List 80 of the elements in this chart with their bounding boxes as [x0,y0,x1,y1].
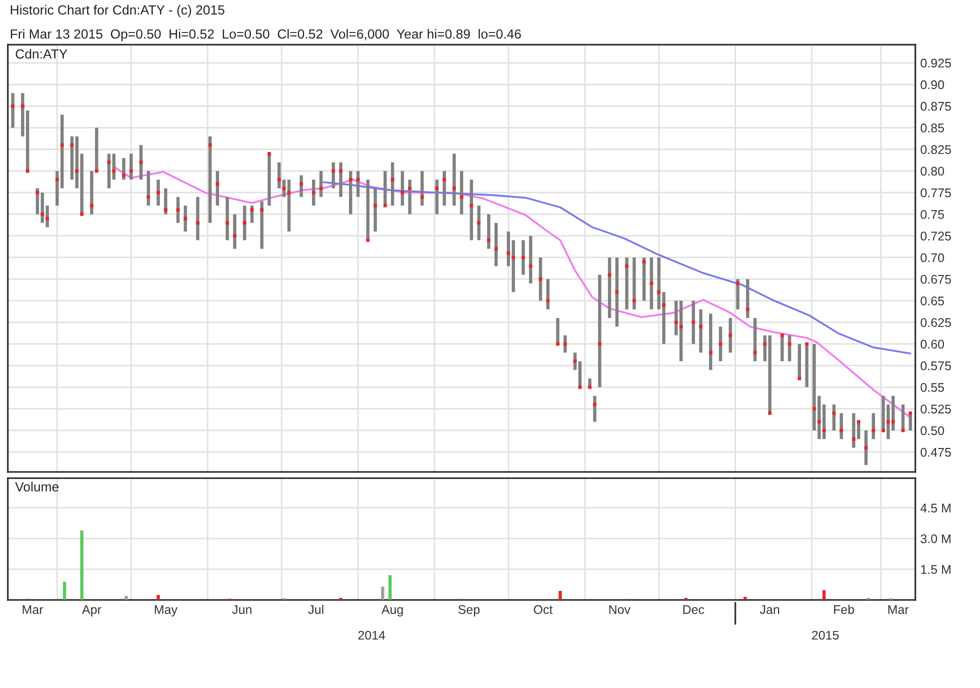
line-series [112,166,912,418]
y-tick-label: 0.875 [920,102,951,111]
bar [470,180,474,240]
y-tick-label: 3.0 M [920,534,950,544]
chart-title: Volume [15,482,59,492]
bar [780,335,784,362]
annotation: Cdn:ATY [16,48,68,59]
bar [679,300,683,362]
bar [558,590,562,600]
bar [625,257,628,310]
bar [260,201,264,249]
bar [156,595,160,600]
y-tick-label: 0.525 [920,404,951,414]
bar [632,257,636,310]
bar [650,257,654,310]
y-tick-label: 0.90 [920,80,944,90]
bar [226,196,229,240]
bar [408,180,412,214]
y-tick-label: 0.625 [920,318,951,327]
x-tick-label: Mar [888,605,909,614]
bar [744,596,747,600]
y-tick-label: 0.80 [920,166,944,176]
y-tick-label: 0.70 [920,253,944,262]
x-tick-label: Aug [381,605,403,616]
y-tick-label: 0.60 [920,340,944,349]
y-tick-label: 0.825 [920,145,951,154]
y-tick-label: 0.475 [920,448,951,457]
y-tick-label: 4.5 M [920,504,950,512]
bar [62,582,66,600]
x-tick-label: Jun [232,605,252,614]
bar [124,596,128,600]
text: 2014 [358,630,386,640]
bar [477,206,480,240]
line-series [322,181,912,354]
x-tick-label: Jan [760,605,780,614]
bar [598,274,602,388]
bar [718,326,722,362]
bar [822,590,826,600]
bar [374,188,377,232]
x-tick-label: Sep [458,605,480,616]
bar [615,257,619,327]
bar [70,136,74,180]
x-tick-label: Jul [308,604,324,614]
chart-subtitle: Fri Mar 13 2015 Op=0.50 Hi=0.52 Lo=0.50 Cl=0.52 Vol=6,000 Year hi=0.89 lo=0.46 [10,28,521,42]
text: 2015 [812,630,839,640]
bar [287,180,291,232]
y-tick-label: 0.925 [920,58,951,68]
y-tick-label: 0.675 [920,274,951,284]
y-tick-label: 0.75 [920,210,944,219]
y-tick-label: 0.725 [920,232,951,241]
bar [608,257,612,318]
bar [80,530,84,600]
y-tick-label: 0.50 [920,426,944,436]
bar [452,154,456,206]
y-tick-label: 0.65 [920,296,944,306]
bar [699,309,702,353]
bar [196,196,200,240]
x-tick-label: Mar [22,605,44,614]
bar [522,240,525,275]
bar [268,154,271,206]
y-tick-label: 0.85 [920,124,944,132]
y-tick-label: 0.55 [920,383,944,392]
x-tick-label: Nov [609,605,630,614]
bar [366,180,370,240]
x-tick-label: Dec [683,605,704,614]
bar [805,344,808,388]
y-tick-label: 0.575 [920,361,951,370]
bar [487,214,490,249]
y-tick-label: 1.5 M [921,565,950,574]
x-tick-label: May [154,605,178,616]
bar [753,318,757,362]
x-tick-label: Oct [534,605,553,614]
bar [388,575,392,600]
bar [90,170,94,214]
bar [208,136,212,223]
chart-title: Historic Chart for Cdn:ATY - (c) 2015 [10,4,224,18]
x-tick-label: Apr [82,605,102,616]
bar [381,586,384,600]
x-tick-label: Feb [834,604,854,614]
y-tick-label: 0.775 [920,188,951,198]
